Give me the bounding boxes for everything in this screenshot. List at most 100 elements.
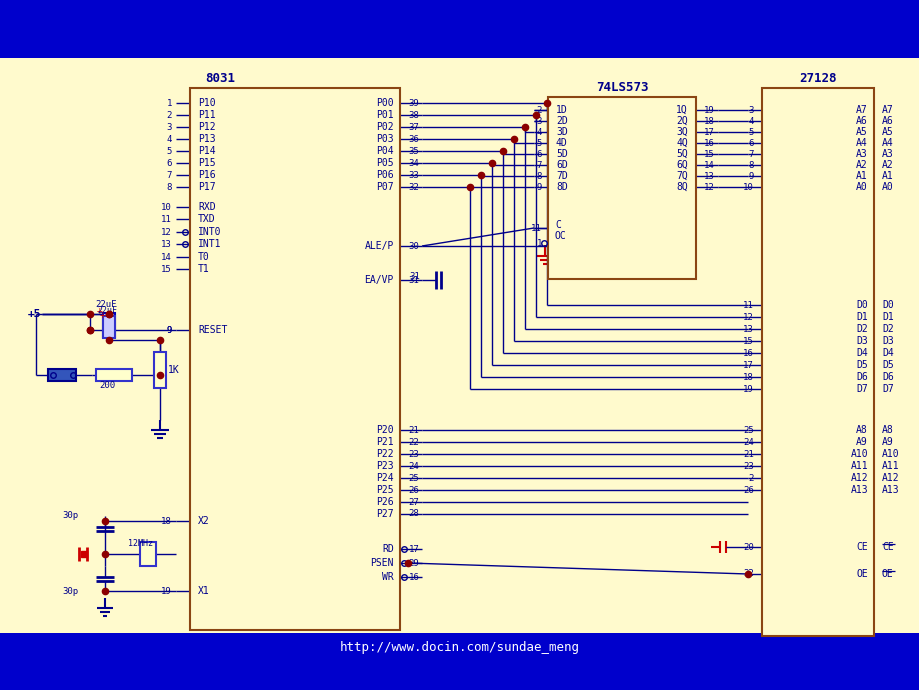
Text: P06: P06	[376, 170, 393, 180]
Bar	[48, 369, 76, 381]
Text: A13: A13	[849, 485, 867, 495]
Text: 22: 22	[743, 569, 754, 578]
Text: 8D: 8D	[555, 182, 567, 192]
Text: 12: 12	[743, 313, 754, 322]
Text: 5D: 5D	[555, 149, 567, 159]
Text: P14: P14	[198, 146, 215, 156]
Text: A0: A0	[856, 182, 867, 192]
Text: T0: T0	[198, 252, 210, 262]
Text: A3: A3	[856, 149, 867, 159]
Text: P20: P20	[376, 425, 393, 435]
Text: 30p: 30p	[62, 587, 78, 596]
Text: 7: 7	[748, 150, 754, 159]
Text: 6Q: 6Q	[675, 160, 687, 170]
Text: P05: P05	[376, 158, 393, 168]
Text: 24: 24	[408, 462, 419, 471]
Text: 11: 11	[743, 301, 754, 310]
Text: 4Q: 4Q	[675, 138, 687, 148]
Text: 4: 4	[166, 135, 172, 144]
Text: P15: P15	[198, 158, 215, 168]
Text: 22uF: 22uF	[96, 306, 117, 315]
Text: 6: 6	[536, 150, 541, 159]
Bar	[190, 88, 400, 630]
Text: P16: P16	[198, 170, 215, 180]
Text: P24: P24	[376, 473, 393, 483]
Text: D4: D4	[881, 348, 892, 358]
Text: A1: A1	[881, 171, 892, 181]
Text: 7D: 7D	[555, 171, 567, 181]
Text: P07: P07	[376, 182, 393, 192]
Text: P10: P10	[198, 98, 215, 108]
Text: A2: A2	[856, 160, 867, 170]
Text: 16: 16	[703, 139, 713, 148]
Text: 5: 5	[536, 139, 541, 148]
Text: 2: 2	[748, 473, 754, 482]
Text: A2: A2	[881, 160, 892, 170]
Text: 1: 1	[166, 99, 172, 108]
Text: A9: A9	[856, 437, 867, 447]
Text: P21: P21	[376, 437, 393, 447]
Text: 10: 10	[743, 182, 754, 192]
Text: D0: D0	[856, 300, 867, 310]
Text: 3: 3	[166, 123, 172, 132]
Text: 26: 26	[408, 486, 419, 495]
Bar	[103, 313, 115, 337]
Text: OC: OC	[554, 231, 566, 241]
Text: 1K: 1K	[168, 365, 179, 375]
Text: 2: 2	[536, 106, 541, 115]
Text: 27128: 27128	[799, 72, 836, 84]
Text: A9: A9	[881, 437, 892, 447]
Text: A5: A5	[856, 127, 867, 137]
Text: 4: 4	[536, 128, 541, 137]
Text: 1Q: 1Q	[675, 105, 687, 115]
Text: OE: OE	[881, 569, 892, 579]
Text: 13: 13	[161, 239, 172, 248]
Text: 19: 19	[743, 384, 754, 393]
Text: +: +	[100, 310, 106, 320]
Text: 2Q: 2Q	[675, 116, 687, 126]
Text: 12: 12	[161, 228, 172, 237]
Text: 39: 39	[408, 99, 419, 108]
Text: 9: 9	[748, 172, 754, 181]
Text: 14: 14	[161, 253, 172, 262]
Text: 13: 13	[743, 324, 754, 333]
Text: 15: 15	[743, 337, 754, 346]
Text: A6: A6	[881, 116, 892, 126]
Bar	[548, 97, 696, 279]
Text: +5: +5	[28, 309, 41, 319]
Text: P00: P00	[376, 98, 393, 108]
Text: 8: 8	[748, 161, 754, 170]
Text: T1: T1	[198, 264, 210, 274]
Text: 21: 21	[743, 449, 754, 458]
Text: P04: P04	[376, 146, 393, 156]
Text: 13: 13	[703, 172, 713, 181]
Text: A12: A12	[881, 473, 899, 483]
Text: 18: 18	[743, 373, 754, 382]
Text: 25: 25	[408, 473, 419, 482]
Text: A10: A10	[881, 449, 899, 459]
Text: A6: A6	[856, 116, 867, 126]
Text: A8: A8	[856, 425, 867, 435]
Text: D0: D0	[881, 300, 892, 310]
Text: 7Q: 7Q	[675, 171, 687, 181]
Text: RESET: RESET	[198, 325, 227, 335]
Text: 10: 10	[161, 202, 172, 212]
Text: 30p: 30p	[62, 511, 78, 520]
Text: A11: A11	[881, 461, 899, 471]
Text: D6: D6	[881, 372, 892, 382]
Text: 22uF: 22uF	[95, 299, 117, 308]
Text: 8: 8	[536, 172, 541, 181]
Text: TXD: TXD	[198, 214, 215, 224]
Text: 19: 19	[161, 586, 172, 595]
Text: 8: 8	[166, 182, 172, 192]
Text: 38: 38	[408, 110, 419, 119]
Text: A0: A0	[881, 182, 892, 192]
Text: 6: 6	[748, 139, 754, 148]
Text: 24: 24	[743, 437, 754, 446]
Text: 37: 37	[408, 123, 419, 132]
Text: X2: X2	[198, 516, 210, 526]
Text: RD: RD	[381, 544, 393, 554]
Bar	[103, 316, 115, 338]
Text: 4D: 4D	[555, 138, 567, 148]
Text: P12: P12	[198, 122, 215, 132]
